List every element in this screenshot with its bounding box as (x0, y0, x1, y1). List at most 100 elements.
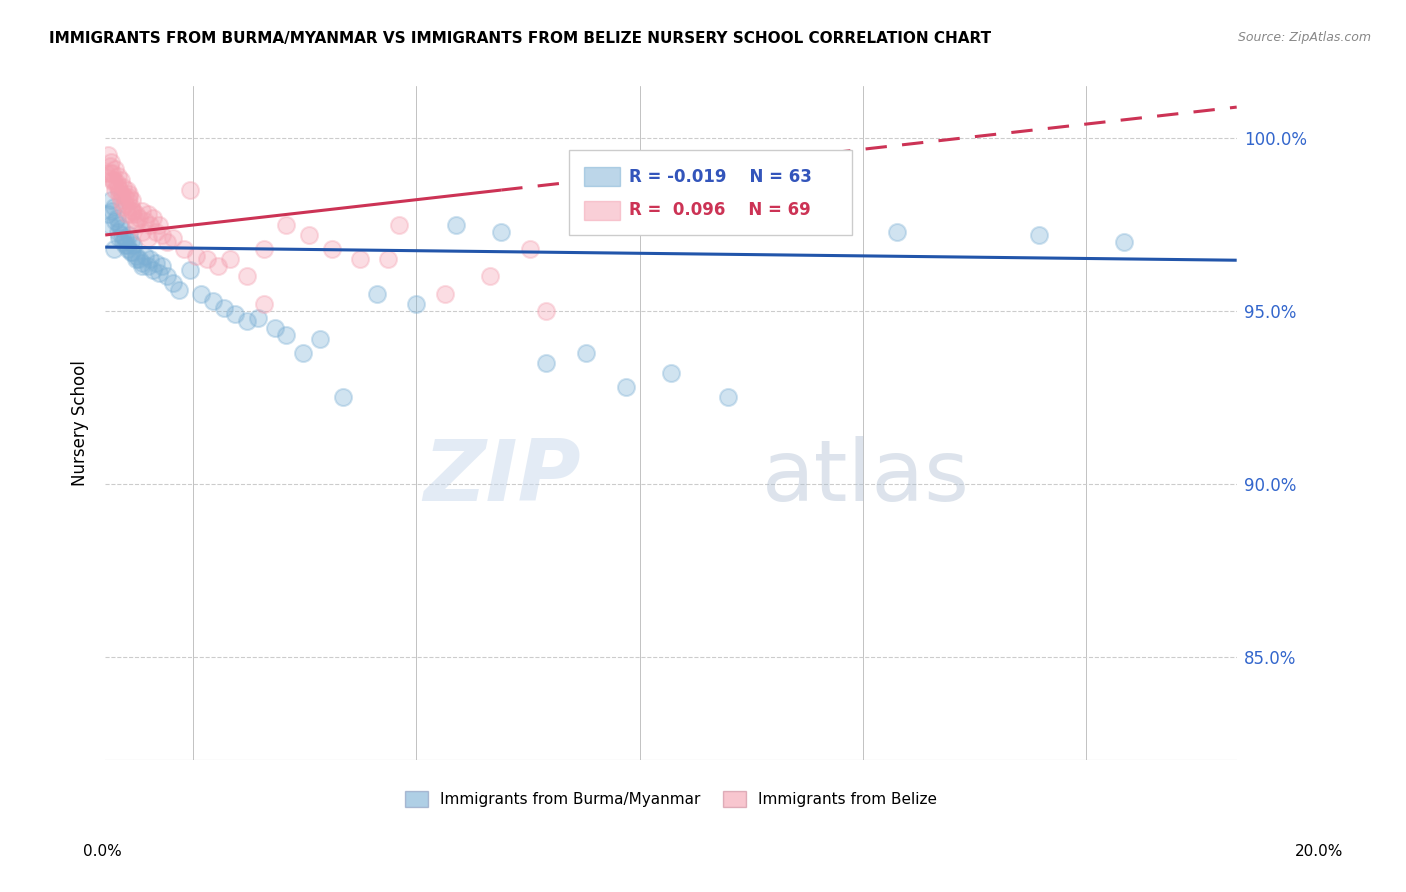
Point (114, 197, 136, 211)
Point (107, 179, 129, 194)
Point (134, 214, 156, 228)
Point (349, 252, 371, 267)
Point (120, 235, 142, 249)
Point (103, 176, 125, 190)
Point (150, 259, 173, 273)
Point (101, 203, 124, 218)
Point (162, 277, 184, 291)
Point (122, 203, 145, 218)
Point (122, 238, 145, 252)
Point (142, 262, 165, 277)
FancyBboxPatch shape (583, 201, 620, 219)
Point (136, 207, 159, 221)
Point (1112, 235, 1135, 249)
Point (118, 190, 141, 204)
Text: R =  0.096    N = 69: R = 0.096 N = 69 (628, 202, 811, 219)
Point (125, 218, 148, 232)
Point (121, 245, 143, 260)
Point (97, 148, 120, 162)
Point (276, 328, 298, 343)
Point (142, 211, 165, 225)
Point (377, 252, 399, 267)
Text: IMMIGRANTS FROM BURMA/MYANMAR VS IMMIGRANTS FROM BELIZE NURSERY SCHOOL CORRELATI: IMMIGRANTS FROM BURMA/MYANMAR VS IMMIGRA… (49, 31, 991, 46)
Point (108, 183, 131, 197)
Point (264, 321, 287, 335)
Point (536, 304, 558, 318)
Point (105, 176, 128, 190)
Point (519, 242, 541, 256)
Point (195, 252, 218, 267)
Point (118, 227, 141, 242)
Point (98, 159, 121, 173)
Point (96, 166, 118, 180)
Point (114, 231, 136, 245)
Point (145, 255, 167, 269)
Point (136, 259, 159, 273)
Point (614, 207, 637, 221)
Legend: Immigrants from Burma/Myanmar, Immigrants from Belize: Immigrants from Burma/Myanmar, Immigrant… (398, 785, 943, 814)
Point (128, 252, 150, 267)
Text: 20.0%: 20.0% (1295, 845, 1343, 859)
Point (614, 380, 637, 394)
Point (117, 242, 139, 256)
Point (98, 218, 121, 232)
Point (110, 172, 132, 186)
Point (536, 356, 558, 370)
Point (103, 200, 125, 214)
Point (125, 214, 148, 228)
Point (444, 218, 467, 232)
Point (101, 172, 124, 186)
Point (128, 211, 150, 225)
Point (801, 218, 824, 232)
Point (98, 166, 121, 180)
Text: atlas: atlas (762, 436, 970, 519)
Point (121, 194, 143, 208)
Point (125, 252, 148, 267)
Point (121, 203, 143, 218)
Point (131, 225, 153, 239)
Point (107, 225, 129, 239)
Point (110, 194, 132, 208)
Point (246, 310, 269, 325)
Point (366, 286, 388, 301)
Point (252, 297, 274, 311)
Point (179, 183, 201, 197)
Point (145, 225, 167, 239)
Point (252, 242, 274, 256)
Point (201, 293, 224, 308)
Point (388, 218, 411, 232)
Point (120, 200, 142, 214)
Point (1028, 227, 1050, 242)
Point (108, 231, 131, 245)
Point (156, 235, 179, 249)
Point (101, 166, 124, 180)
Point (276, 218, 298, 232)
Point (298, 227, 321, 242)
Point (224, 308, 246, 322)
Point (115, 207, 138, 221)
Point (131, 259, 153, 273)
Point (114, 238, 136, 252)
Point (212, 301, 235, 315)
Point (125, 207, 148, 221)
Point (131, 255, 153, 269)
Point (112, 200, 135, 214)
Point (110, 221, 132, 235)
Point (179, 262, 201, 277)
Point (332, 391, 354, 405)
Point (115, 238, 138, 252)
FancyBboxPatch shape (583, 167, 620, 186)
Point (118, 186, 141, 201)
Point (575, 345, 598, 359)
Point (114, 190, 136, 204)
Point (131, 203, 153, 218)
Point (115, 183, 138, 197)
Point (125, 249, 148, 263)
Point (111, 186, 134, 201)
Point (117, 194, 139, 208)
Point (207, 259, 229, 273)
Text: R = -0.019    N = 63: R = -0.019 N = 63 (628, 168, 811, 186)
Point (104, 162, 127, 177)
Point (107, 169, 129, 184)
Text: ZIP: ZIP (423, 436, 581, 519)
